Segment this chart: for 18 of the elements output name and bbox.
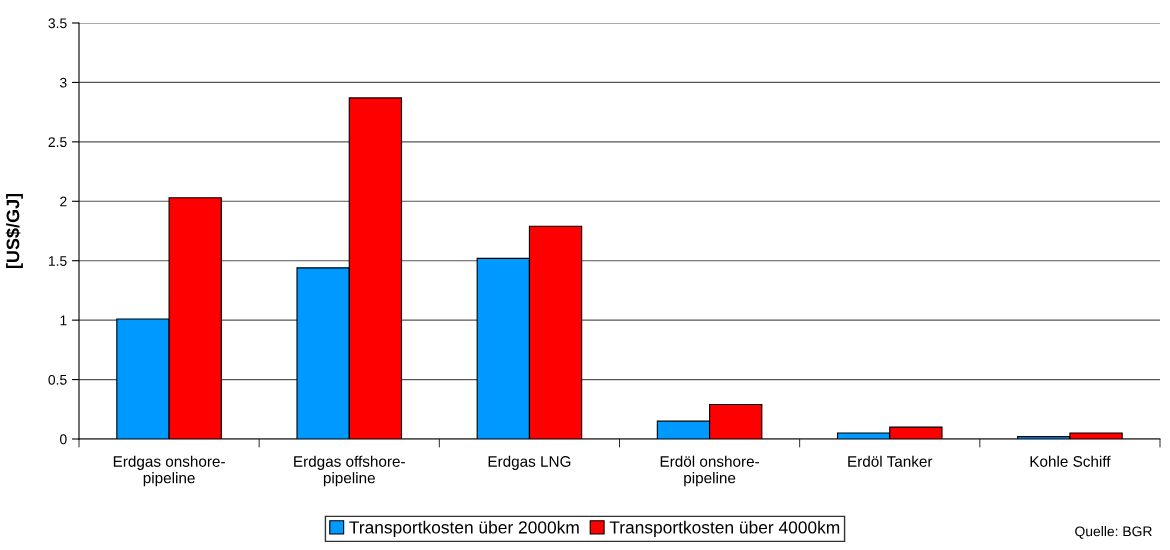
source-note: Quelle: BGR xyxy=(1075,526,1152,539)
x-tick-label: Kohle Schiff xyxy=(1030,455,1111,467)
y-tick-label: 1.5 xyxy=(48,256,67,266)
y-tick-label: 0.5 xyxy=(48,374,67,385)
x-tick-label: Erdöl Tanker xyxy=(848,455,933,467)
x-tick-label: Erdgas LNG xyxy=(488,455,571,470)
legend-label: Transportkosten über 4000km xyxy=(609,520,840,537)
y-tick-label: 0 xyxy=(60,434,67,445)
y-tick-label: 2 xyxy=(60,196,67,207)
y-tick-label: 3 xyxy=(60,77,67,88)
x-tick-label: Erdöl onshore- pipeline xyxy=(660,455,760,487)
legend-label: Transportkosten über 2000km xyxy=(349,520,579,537)
y-axis-title: [US$/GJ] xyxy=(5,193,23,269)
x-tick-label: Erdgas offshore- pipeline xyxy=(294,455,405,487)
x-tick-label: Erdgas onshore- pipeline xyxy=(113,455,225,487)
y-tick-label: 1 xyxy=(60,315,67,326)
y-tick-label: 2.5 xyxy=(48,137,67,148)
y-tick-label: 3.5 xyxy=(48,18,67,29)
